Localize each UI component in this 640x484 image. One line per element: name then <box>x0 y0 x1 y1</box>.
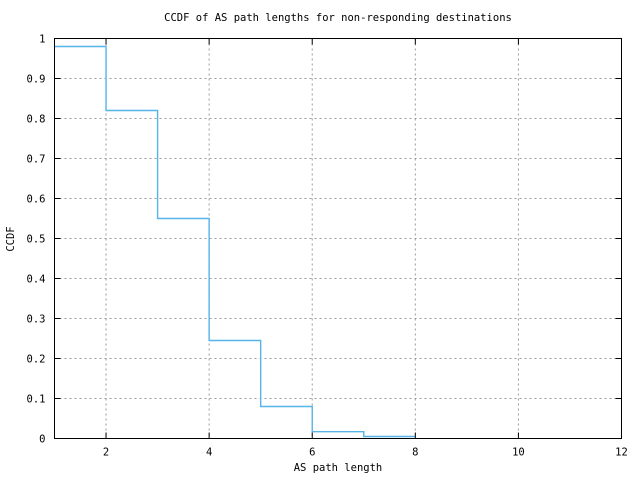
chart-title: CCDF of AS path lengths for non-respondi… <box>164 12 512 24</box>
y-tick-label: 0.6 <box>27 194 46 206</box>
y-tick-label: 0.1 <box>27 394 46 406</box>
y-tick-label: 0.9 <box>27 74 46 86</box>
y-tick-label: 0.8 <box>27 114 46 126</box>
y-tick-label: 0.3 <box>27 314 46 326</box>
y-tick-label: 0.4 <box>27 274 46 286</box>
tick-labels: 2 4 6 8 10 12 0 0.1 0.2 0.3 0.4 0.5 0.6 0.7 0.8 0.9 1 <box>27 34 628 459</box>
y-axis-label: CCDF <box>5 226 17 251</box>
x-tick-label: 6 <box>309 447 315 459</box>
x-axis-label: AS path length <box>294 462 383 474</box>
ccdf-step-line <box>54 45 416 438</box>
x-tick-label: 2 <box>103 447 109 459</box>
grid-lines <box>54 38 622 439</box>
y-tick-label: 0.2 <box>27 354 46 366</box>
ccdf-series-path <box>54 45 416 438</box>
y-tick-label: 0.5 <box>27 234 46 246</box>
x-tick-label: 8 <box>412 447 418 459</box>
x-tick-label: 12 <box>615 447 628 459</box>
y-tick-label: 0 <box>39 434 45 446</box>
y-tick-label: 1 <box>39 34 45 46</box>
x-tick-label: 10 <box>512 447 525 459</box>
y-tick-label: 0.7 <box>27 154 46 166</box>
x-tick-label: 4 <box>206 447 212 459</box>
axes-frame <box>54 38 622 439</box>
